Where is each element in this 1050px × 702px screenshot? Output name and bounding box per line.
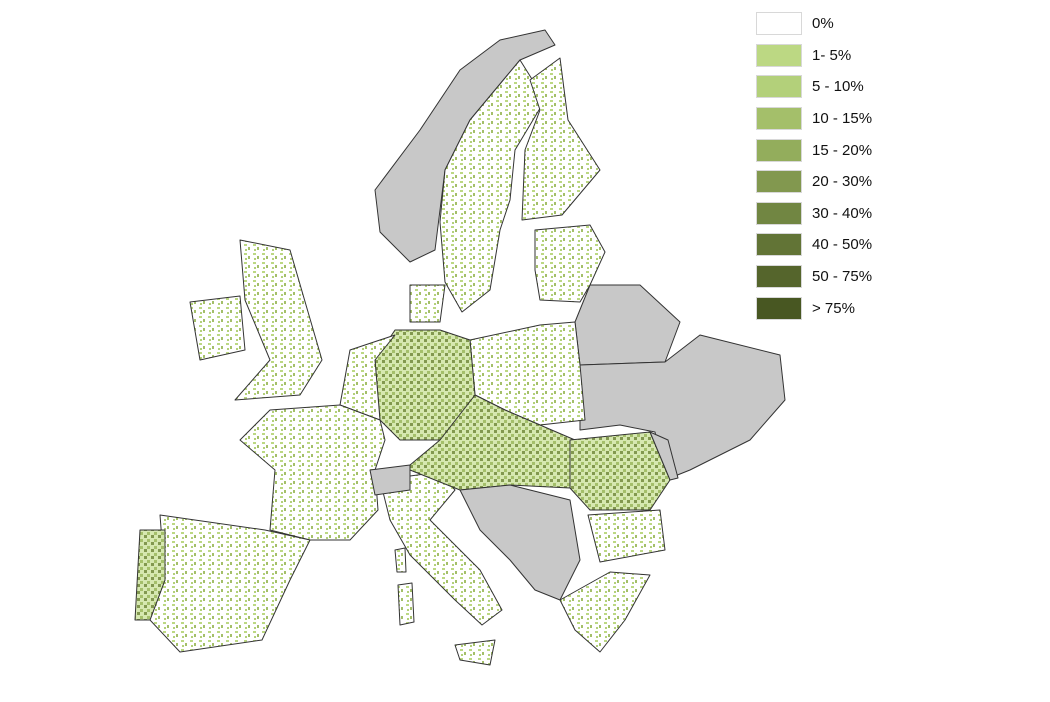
legend-swatch <box>756 43 802 67</box>
legend-swatch <box>756 201 802 225</box>
country-moldova <box>649 431 679 481</box>
legend-label: 40 - 50% <box>812 236 873 254</box>
legend-item: > 75% <box>756 292 872 324</box>
country-uk <box>234 239 323 401</box>
country-baltics <box>534 224 606 303</box>
country-finland <box>521 57 601 221</box>
country-denmark <box>409 284 446 323</box>
legend-swatch <box>756 138 802 162</box>
legend-item: 20 - 30% <box>756 166 872 198</box>
legend-item: 50 - 75% <box>756 261 872 293</box>
country-ireland <box>189 295 246 361</box>
country-greece <box>559 571 651 653</box>
legend-item: 1- 5% <box>756 40 872 72</box>
country-ukraine <box>579 334 786 481</box>
country-france <box>239 404 386 541</box>
legend: 0% 1- 5% 5 - 10% 10 - 15% 15 - 20% 20 - 30% 30… <box>756 8 872 324</box>
legend-label: 10 - 15% <box>812 110 873 128</box>
country-belarus <box>574 284 681 366</box>
legend-label: 5 - 10% <box>812 78 864 96</box>
country-switzerland <box>369 464 411 496</box>
legend-item: 30 - 40% <box>756 198 872 230</box>
island-corsica <box>394 547 407 573</box>
legend-swatch <box>756 75 802 99</box>
legend-swatch <box>756 296 802 320</box>
legend-item: 40 - 50% <box>756 229 872 261</box>
legend-swatch <box>756 170 802 194</box>
legend-label: 30 - 40% <box>812 204 873 222</box>
legend-item: 0% <box>756 8 872 40</box>
legend-label: 50 - 75% <box>812 268 873 286</box>
legend-label: > 75% <box>812 299 855 317</box>
island-sicily <box>454 639 496 666</box>
legend-label: 15 - 20% <box>812 141 873 159</box>
legend-label: 0% <box>812 15 834 33</box>
legend-label: 20 - 30% <box>812 173 873 191</box>
country-benelux <box>339 334 396 421</box>
legend-swatch <box>756 265 802 289</box>
country-bulgaria <box>587 509 666 563</box>
legend-item: 5 - 10% <box>756 71 872 103</box>
country-spain <box>149 514 311 653</box>
island-sardinia <box>397 582 415 626</box>
country-portugal <box>134 529 166 621</box>
legend-label: 1- 5% <box>812 46 852 64</box>
legend-swatch <box>756 12 802 36</box>
legend-item: 10 - 15% <box>756 103 872 135</box>
legend-item: 15 - 20% <box>756 134 872 166</box>
legend-swatch <box>756 233 802 257</box>
legend-swatch <box>756 107 802 131</box>
